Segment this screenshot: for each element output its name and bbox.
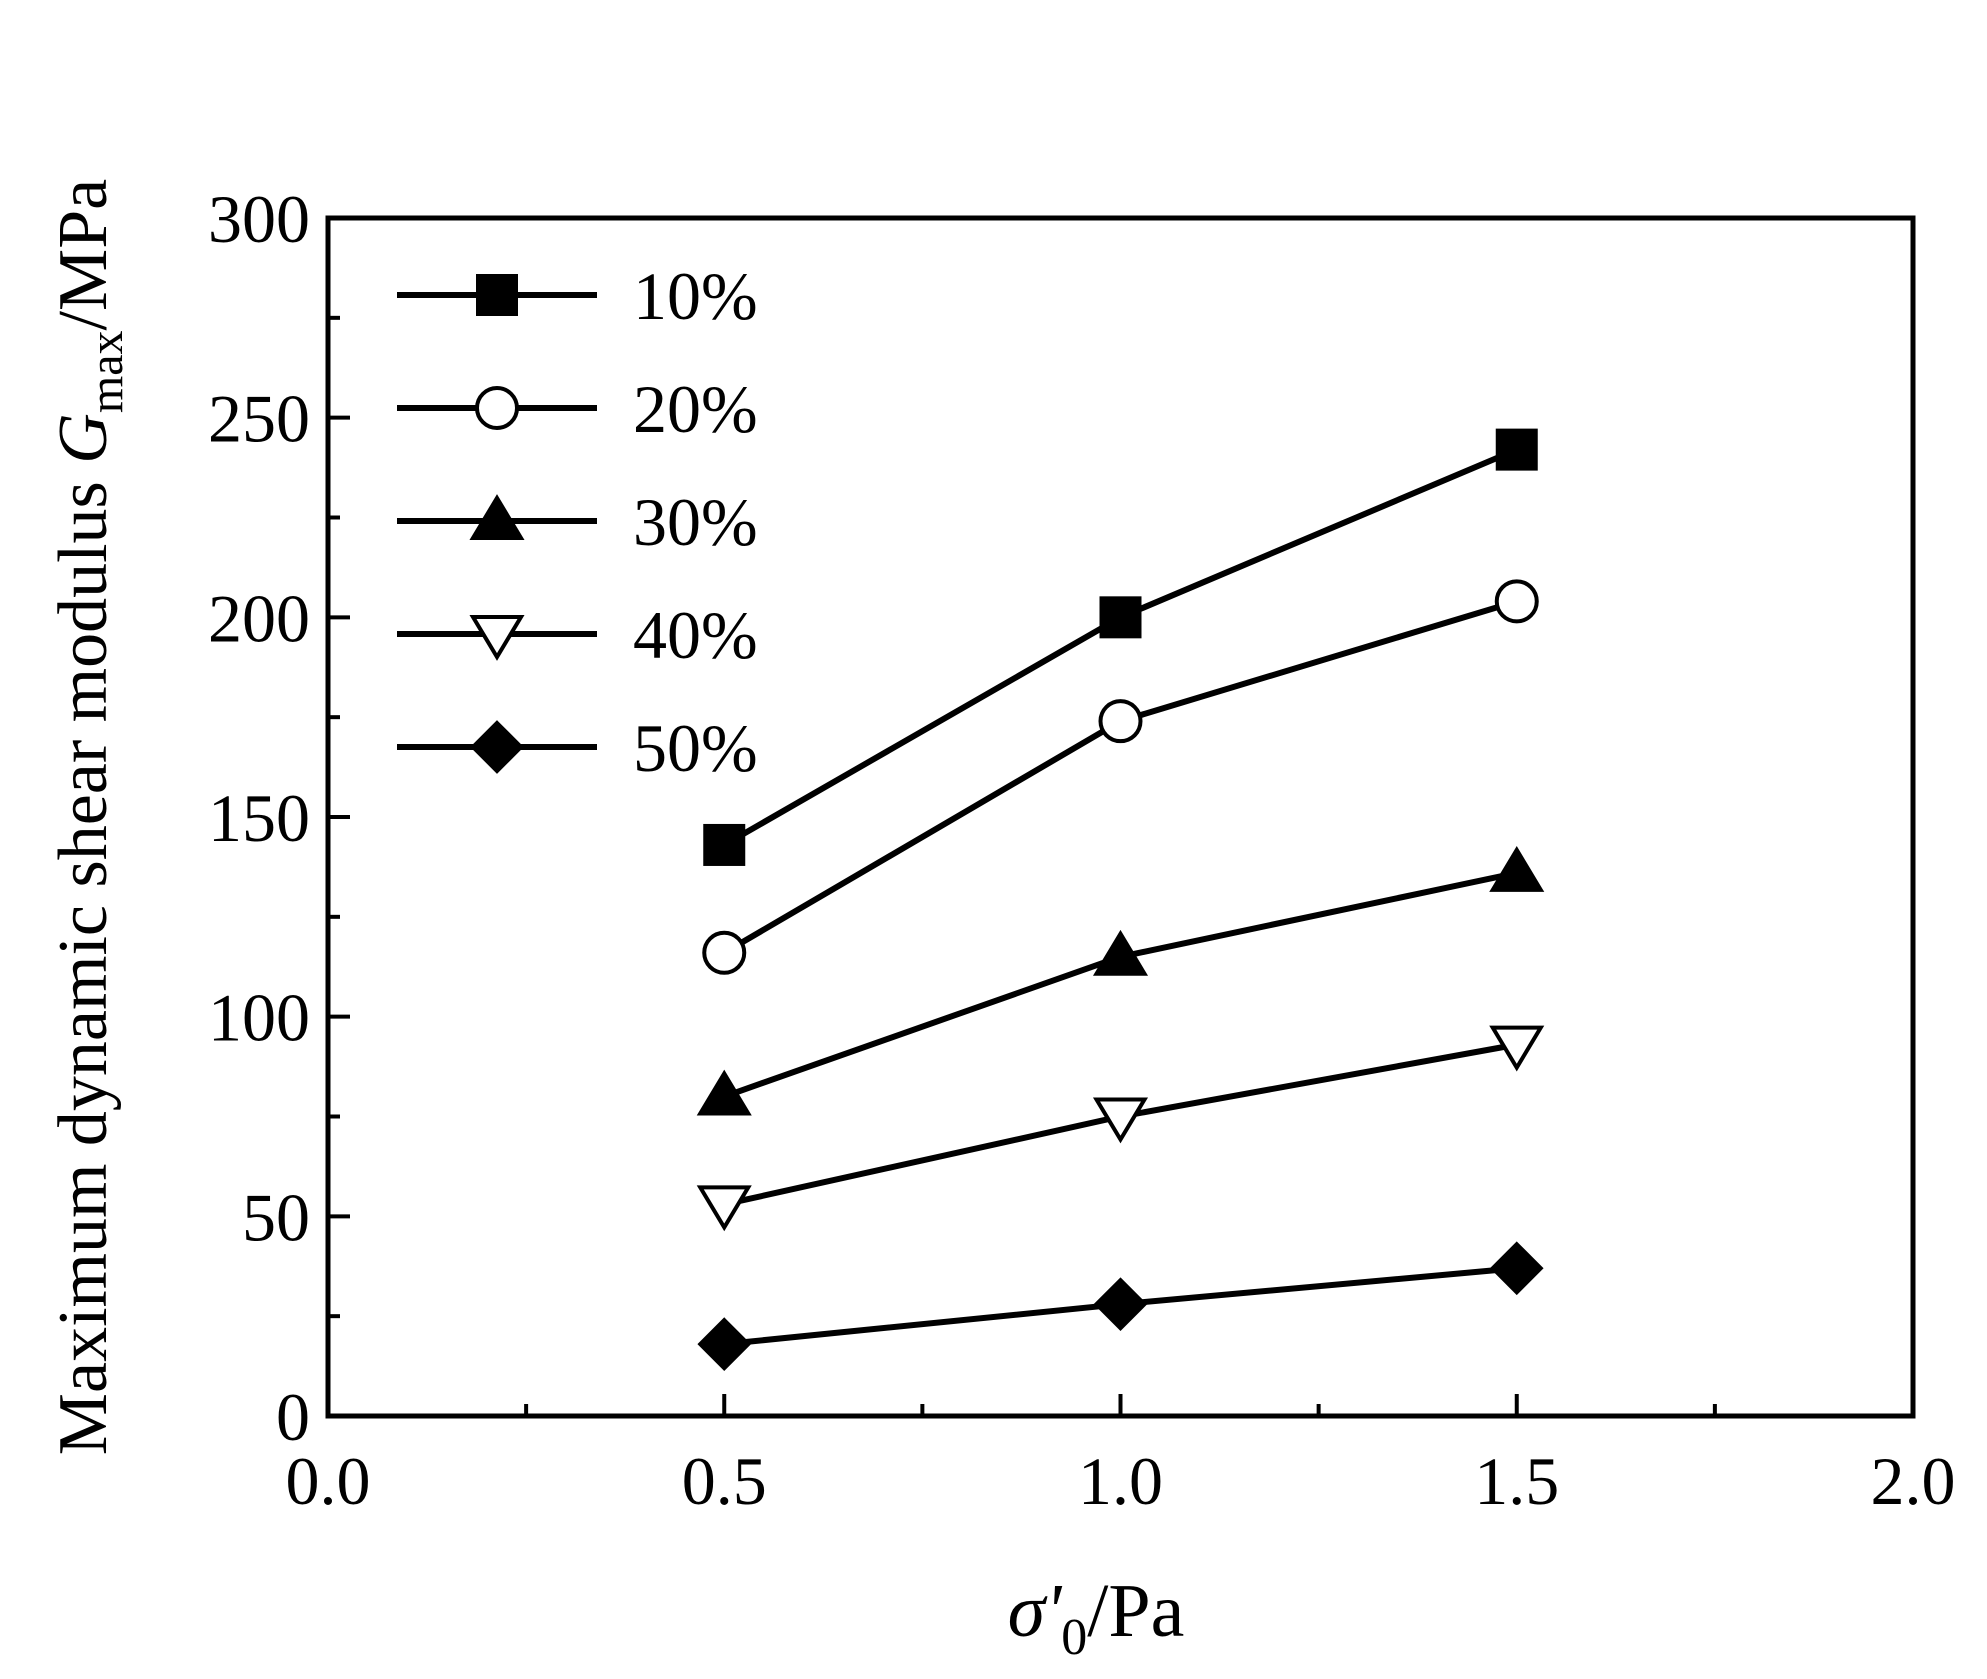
legend-item-20pct: 20% xyxy=(397,371,758,447)
series-line-30pct xyxy=(723,869,1518,1100)
y-tick-label: 300 xyxy=(208,181,310,257)
y-tick-label: 150 xyxy=(208,780,310,856)
legend-marker-50pct xyxy=(470,720,524,774)
axis-tick-labels: 0.0 0.5 1.0 1.5 2.0 0 50 100 150 200 250 300 xyxy=(208,181,1956,1519)
y-tick-label: 100 xyxy=(208,980,310,1056)
data-point-30pct xyxy=(1092,929,1149,976)
series-10pct xyxy=(703,428,1538,866)
legend-label-50pct: 50% xyxy=(633,710,758,786)
y-tick-label: 0 xyxy=(276,1379,310,1455)
plot-frame xyxy=(325,215,1916,1419)
legend-marker-10pct xyxy=(476,274,518,316)
data-point-40pct xyxy=(696,1185,752,1232)
legend-label-20pct: 20% xyxy=(633,371,758,447)
x-tick-label: 1.0 xyxy=(1078,1443,1163,1519)
y-tick-label: 250 xyxy=(208,381,310,457)
y-tick-label: 50 xyxy=(242,1179,310,1255)
data-point-40pct xyxy=(1092,1097,1149,1144)
series-layer xyxy=(696,428,1545,1371)
legend-label-30pct: 30% xyxy=(633,484,758,560)
axis-ticks xyxy=(326,216,1915,1418)
data-point-10pct xyxy=(703,823,746,866)
data-point-50pct xyxy=(697,1317,752,1371)
legend-item-50pct: 50% xyxy=(397,710,758,786)
data-point-20pct xyxy=(1494,579,1539,624)
data-point-50pct xyxy=(1093,1277,1148,1332)
data-point-30pct xyxy=(1489,846,1545,892)
legend: 10% 20% 30% 40% 50% xyxy=(397,258,758,786)
series-50pct xyxy=(697,1241,1544,1371)
x-tick-label: 2.0 xyxy=(1871,1443,1956,1519)
data-point-40pct xyxy=(1489,1025,1545,1072)
legend-item-40pct: 40% xyxy=(397,597,758,673)
y-axis-title: Maximum dynamic shear modulus Gmax/MPa xyxy=(45,179,133,1455)
data-point-30pct xyxy=(696,1069,752,1116)
series-30pct xyxy=(696,846,1545,1116)
series-40pct xyxy=(696,1025,1545,1232)
data-point-10pct xyxy=(1495,428,1538,471)
legend-label-40pct: 40% xyxy=(633,597,758,673)
legend-item-30pct: 30% xyxy=(397,484,758,560)
series-line-10pct xyxy=(722,446,1518,848)
legend-item-10pct: 10% xyxy=(397,258,758,334)
data-point-20pct xyxy=(1098,699,1143,744)
x-tick-label: 0.0 xyxy=(286,1443,371,1519)
legend-marker-30pct xyxy=(469,494,525,540)
data-point-10pct xyxy=(1099,596,1142,639)
x-axis-title: σ'0/Pa xyxy=(1008,1569,1185,1666)
x-tick-label: 0.5 xyxy=(682,1443,767,1519)
series-20pct xyxy=(702,579,1539,975)
y-tick-label: 200 xyxy=(208,580,310,656)
data-point-50pct xyxy=(1489,1241,1544,1296)
data-point-20pct xyxy=(702,930,747,975)
legend-label-10pct: 10% xyxy=(633,258,758,334)
legend-marker-20pct xyxy=(475,386,519,430)
legend-marker-40pct xyxy=(469,615,525,661)
x-tick-label: 1.5 xyxy=(1474,1443,1559,1519)
